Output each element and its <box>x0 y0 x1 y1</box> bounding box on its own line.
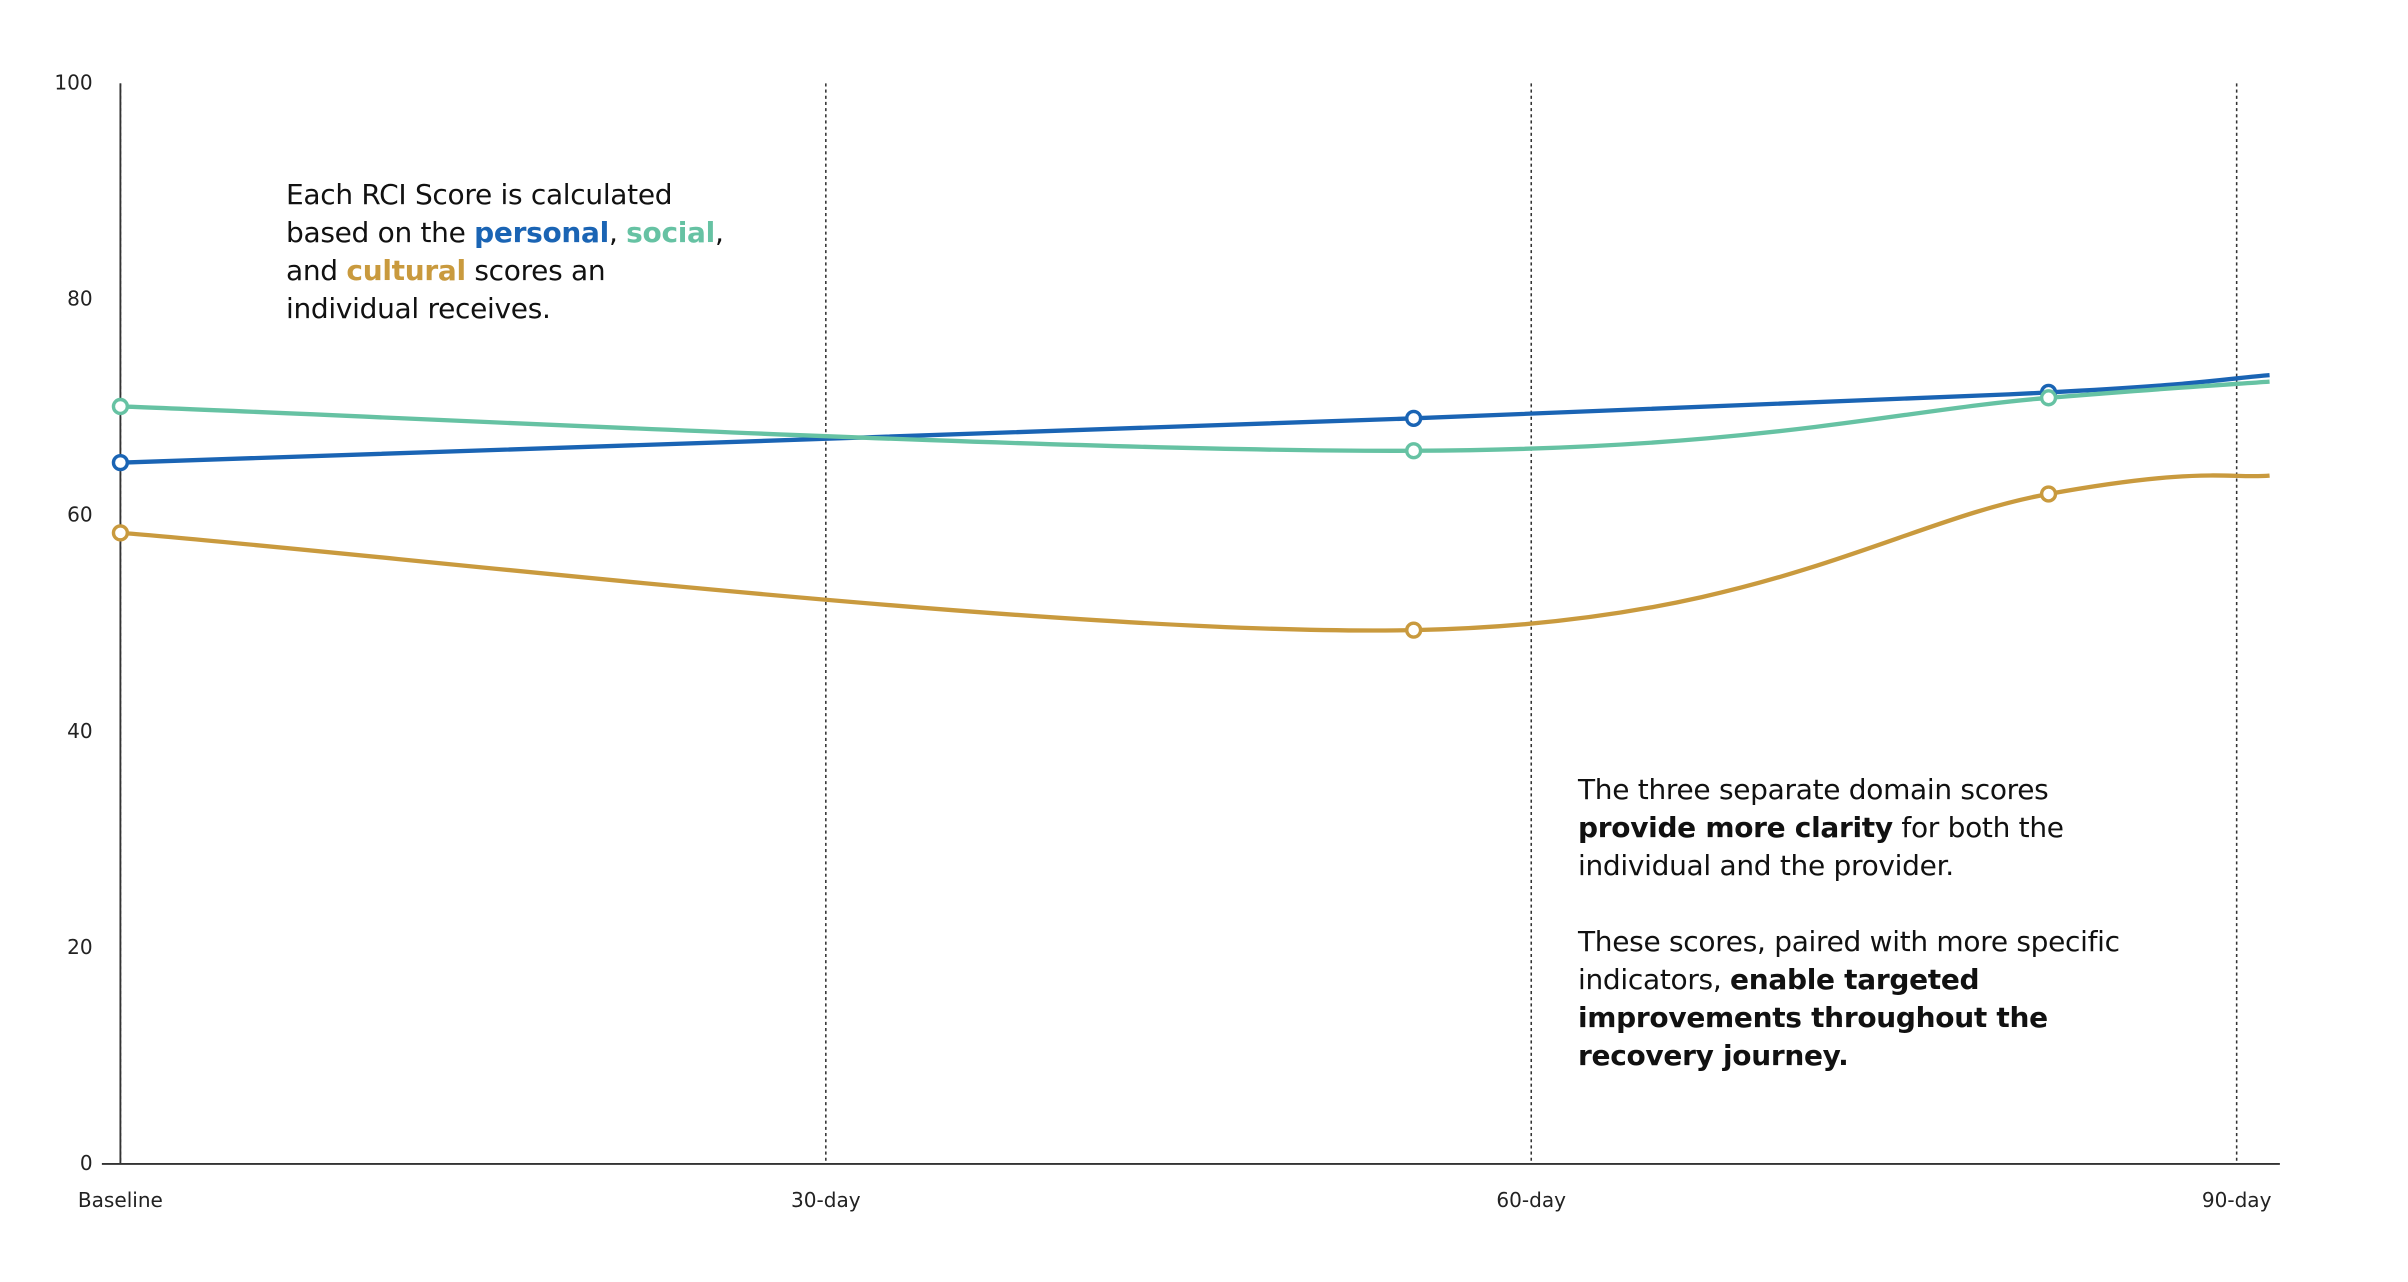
y-tick-label: 60 <box>67 503 93 527</box>
data-point-cultural <box>2039 485 2058 503</box>
x-tick-label: 30-day <box>791 1188 861 1212</box>
data-point-social <box>2039 389 2058 407</box>
annotation-text: for both the individual and the provider… <box>1578 811 2064 882</box>
y-tick-label: 20 <box>67 935 93 959</box>
annotation-text: Each RCI Score is calculated based on th… <box>286 178 673 249</box>
social-label: social <box>626 216 715 249</box>
annotation-paragraph-2: These scores, paired with more specific … <box>1578 923 2138 1075</box>
data-point-social <box>1405 442 1423 460</box>
annotation-domain-scores: The three separate domain scores provide… <box>1578 771 2138 1075</box>
data-point-cultural <box>111 524 130 542</box>
y-tick-label: 80 <box>67 287 93 311</box>
x-tick-label: 60-day <box>1496 1188 1566 1212</box>
annotation-text: , and <box>286 216 724 287</box>
cultural-label: cultural <box>346 254 466 287</box>
annotation-text: These scores, paired with more specific … <box>1578 925 2120 996</box>
annotation-text: scores an individual receives. <box>286 254 606 325</box>
data-point-personal <box>1405 409 1423 427</box>
data-point-social <box>111 397 130 416</box>
personal-label: personal <box>474 216 609 249</box>
annotation-bold-text: provide more clarity <box>1578 811 1893 844</box>
annotation-bold-text: enable targeted improvements throughout … <box>1578 963 2048 1072</box>
annotation-paragraph-1: The three separate domain scores provide… <box>1578 771 2138 885</box>
y-tick-label: 0 <box>80 1151 93 1175</box>
data-point-cultural <box>1405 621 1423 639</box>
annotation-text: , <box>608 216 627 249</box>
x-tick-label: Baseline <box>78 1188 163 1212</box>
data-point-personal <box>111 453 130 472</box>
series-line-personal <box>120 372 2270 465</box>
y-tick-label: 40 <box>67 719 93 743</box>
series-line-cultural <box>120 473 2270 633</box>
annotation-text: The three separate domain scores <box>1578 773 2049 806</box>
x-tick-label: 90-day <box>2202 1188 2272 1212</box>
annotation-rci-score: Each RCI Score is calculated based on th… <box>286 176 726 328</box>
series-line-social <box>120 379 2270 453</box>
y-tick-label: 100 <box>54 71 92 95</box>
